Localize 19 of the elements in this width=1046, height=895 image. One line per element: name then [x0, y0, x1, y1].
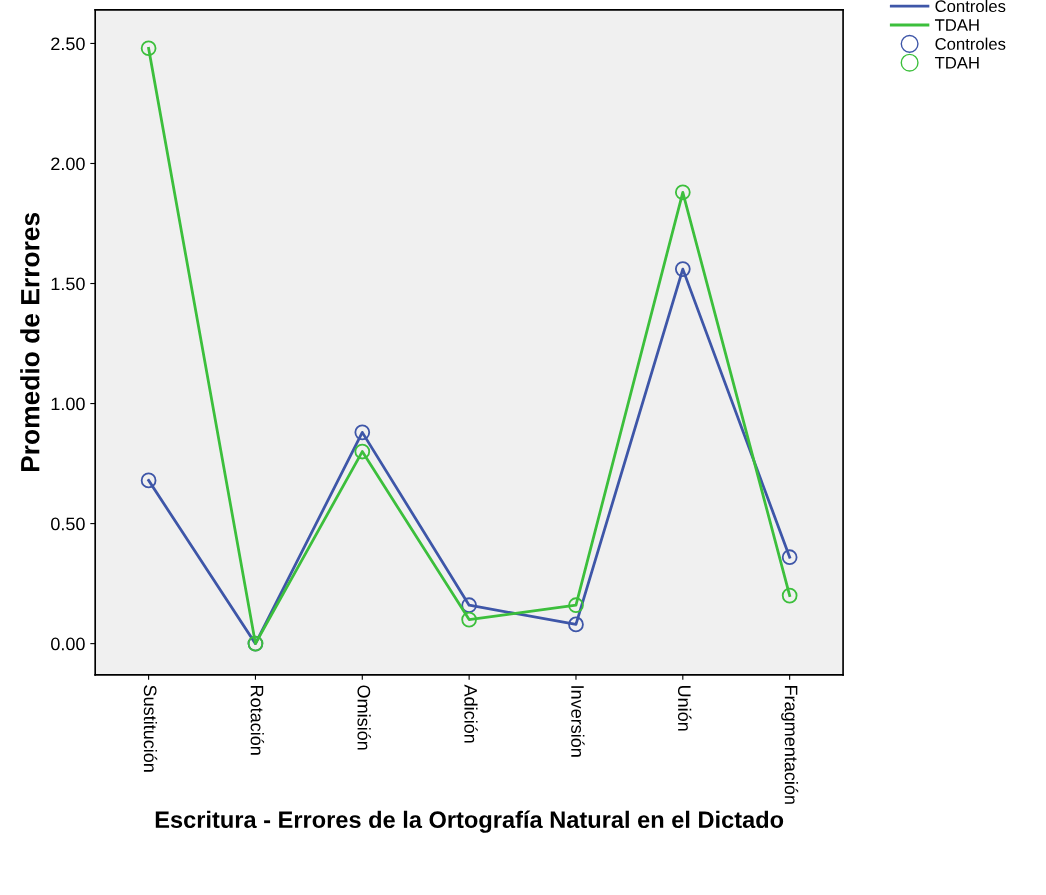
x-tick-label: Omisión	[357, 685, 371, 750]
y-tick-label: 2.50	[51, 37, 85, 51]
y-tick-label: 0.00	[51, 637, 85, 651]
x-axis-title: Escritura - Errores de la Ortografía Natural en el Dictado	[155, 810, 784, 833]
text: Controles	[935, 0, 1006, 13]
y-tick-label: 0.50	[51, 517, 85, 531]
x-tick-label: Rotación	[250, 686, 265, 755]
x-tick-label: Sustitución	[143, 685, 158, 772]
x-tick-label: Inversión	[571, 686, 585, 757]
y-tick-label: 2.00	[51, 157, 85, 171]
y-axis-title: Promedio de Errores	[20, 212, 40, 472]
legend-label: TDAH	[934, 57, 979, 69]
legend-label: Controles	[935, 37, 1006, 50]
y-tick-label: 1.00	[51, 397, 85, 411]
text: TDAH	[934, 19, 979, 31]
y-tick-label: 1.50	[51, 277, 85, 291]
x-tick-label: Unión	[677, 685, 692, 731]
x-tick-label: Fragmentación	[781, 686, 799, 804]
x-tick-label: Adición	[464, 684, 478, 743]
